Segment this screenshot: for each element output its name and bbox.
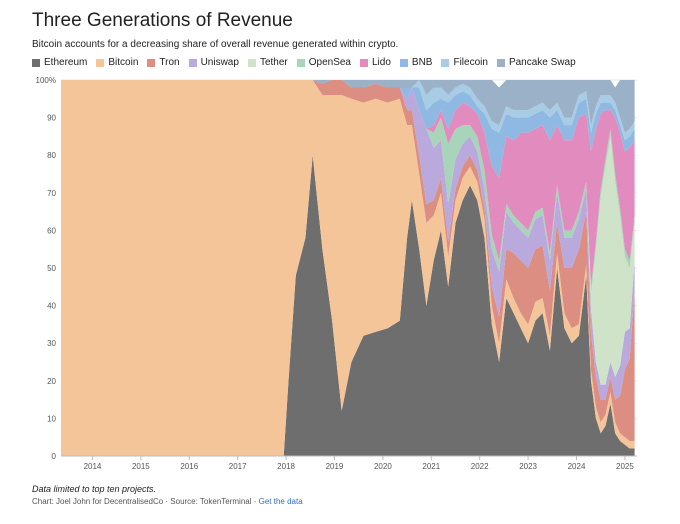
y-tick-label: 0 — [52, 452, 57, 461]
legend-label: Tether — [259, 57, 288, 68]
y-tick-label: 60 — [47, 226, 56, 235]
legend-swatch — [441, 58, 450, 67]
legend-swatch — [247, 58, 256, 67]
legend-label: Pancake Swap — [508, 57, 576, 68]
legend-label: Ethereum — [44, 57, 88, 68]
legend-swatch — [147, 58, 156, 67]
legend-item-opensea[interactable]: OpenSea — [296, 57, 351, 68]
area-uniswap[interactable] — [61, 80, 635, 400]
legend-item-tron[interactable]: Tron — [147, 57, 180, 68]
x-tick-label: 2015 — [132, 462, 150, 471]
x-tick-label: 2023 — [519, 462, 537, 471]
credit-text: Chart: Joel John for DecentralisedCo · S… — [32, 497, 259, 506]
legend-label: Tron — [159, 57, 180, 68]
legend-swatch — [96, 58, 105, 67]
legend-swatch — [496, 58, 505, 67]
y-tick-label: 100% — [36, 76, 56, 85]
chart-title: Three Generations of Revenue — [32, 10, 293, 31]
legend-label: Uniswap — [200, 57, 239, 68]
legend-item-ethereum[interactable]: Ethereum — [32, 57, 87, 68]
area-tron[interactable] — [61, 80, 635, 441]
legend-item-uniswap[interactable]: Uniswap — [188, 57, 239, 68]
y-tick-label: 70 — [47, 189, 56, 198]
x-tick-label: 2020 — [374, 462, 392, 471]
stacked-area-chart: 0 10 20 30 40 50 60 70 80 90 100% 2014 2015 2016 2017 2… — [36, 76, 637, 471]
legend-swatch — [188, 58, 197, 67]
legend-label: Lido — [372, 57, 391, 68]
y-tick-label: 90 — [47, 114, 56, 123]
area-ethereum[interactable] — [61, 155, 635, 456]
chart-footnote: Data limited to top ten projects. — [32, 484, 157, 494]
legend-swatch — [360, 58, 368, 67]
legend-item-lido[interactable]: Lido — [360, 57, 391, 68]
chart-subtitle: Bitcoin accounts for a decreasing share … — [32, 39, 399, 50]
x-tick-label: 2024 — [568, 462, 586, 471]
chart-credit: Chart: Joel John for DecentralisedCo · S… — [32, 497, 303, 506]
area-opensea[interactable] — [61, 80, 635, 295]
legend-swatch — [399, 58, 408, 67]
area-bitcoin[interactable] — [61, 80, 635, 456]
x-tick-label: 2019 — [326, 462, 344, 471]
axes: 0 10 20 30 40 50 60 70 80 90 100% 2014 2015 2016 2017 2… — [36, 76, 637, 471]
area-bnb[interactable] — [61, 80, 635, 178]
legend-item-bitcoin[interactable]: Bitcoin — [96, 57, 138, 68]
y-tick-label: 20 — [47, 377, 56, 386]
y-tick-label: 40 — [47, 302, 56, 311]
legend-label: OpenSea — [308, 57, 351, 68]
legend-swatch — [32, 58, 40, 67]
area-lido[interactable] — [61, 80, 635, 287]
legend-item-bnb[interactable]: BNB — [399, 57, 433, 68]
x-tick-label: 2017 — [229, 462, 247, 471]
x-tick-label: 2014 — [84, 462, 102, 471]
x-tick-label: 2025 — [616, 462, 634, 471]
get-the-data-link[interactable]: Get the data — [258, 497, 303, 506]
legend-item-tether[interactable]: Tether — [247, 57, 288, 68]
y-tick-label: 10 — [47, 414, 56, 423]
area-filecoin[interactable] — [61, 80, 635, 141]
x-tick-label: 2022 — [471, 462, 489, 471]
chart-legend: Ethereum Bitcoin Tron Uniswap Tether OpenSea L… — [32, 57, 585, 68]
y-tick-label: 50 — [47, 264, 56, 273]
legend-item-filecoin[interactable]: Filecoin — [441, 57, 488, 68]
legend-item-pancake-swap[interactable]: Pancake Swap — [496, 57, 576, 68]
legend-label: BNB — [411, 57, 433, 68]
x-tick-label: 2016 — [180, 462, 198, 471]
y-tick-label: 80 — [47, 151, 56, 160]
area-series — [61, 80, 635, 456]
y-tick-label: 30 — [47, 339, 56, 348]
x-tick-label: 2021 — [422, 462, 440, 471]
area-pancake-swap[interactable] — [61, 80, 635, 133]
legend-swatch — [296, 58, 305, 67]
legend-label: Filecoin — [453, 57, 488, 68]
legend-label: Bitcoin — [108, 57, 139, 68]
x-tick-label: 2018 — [277, 462, 295, 471]
